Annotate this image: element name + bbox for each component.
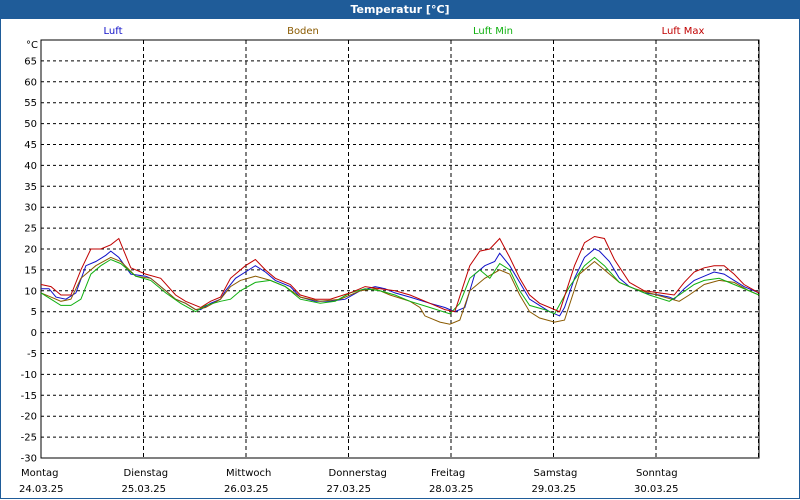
plot-area	[40, 39, 760, 459]
x-tick-weekday: Donnerstag	[329, 468, 387, 479]
y-tick-label: 55	[24, 98, 37, 109]
x-axis-ticks: Montag 24.03.25 Dienstag 25.03.25 Mittwoch 26…	[19, 468, 679, 495]
y-axis-ticks: 65605550454035302520151050-5-10-15-20-25…	[21, 56, 37, 464]
y-tick-label: 15	[24, 265, 37, 276]
x-tick-date: 24.03.25	[19, 484, 64, 495]
y-tick-label: 0	[31, 328, 37, 339]
legend-entry: Luft	[104, 26, 123, 37]
series-line-luft-max	[40, 235, 760, 313]
y-tick-label: 20	[24, 245, 37, 256]
y-tick-label: 5	[31, 307, 37, 318]
legend-entry: Luft Max	[662, 26, 705, 37]
y-tick-label: 40	[24, 161, 37, 172]
y-tick-label: 45	[24, 140, 37, 151]
series-lines	[40, 235, 760, 325]
chart-title: Temperatur [°C]	[350, 3, 450, 16]
x-tick-weekday: Samstag	[534, 468, 578, 479]
y-tick-label: 60	[24, 77, 37, 88]
y-tick-label: 35	[24, 182, 37, 193]
series-line-luft-min	[40, 256, 760, 315]
chart-title-bar: Temperatur [°C]	[0, 0, 800, 19]
y-tick-label: -25	[21, 433, 37, 444]
y-tick-label: 30	[24, 203, 37, 214]
x-tick-date: 30.03.25	[634, 484, 679, 495]
x-tick-weekday: Dienstag	[124, 468, 169, 479]
x-tick-date: 25.03.25	[122, 484, 167, 495]
x-tick-date: 29.03.25	[532, 484, 577, 495]
y-tick-label: 25	[24, 224, 37, 235]
x-tick-date: 27.03.25	[327, 484, 372, 495]
x-tick-weekday: Montag	[21, 468, 58, 479]
y-tick-label: 65	[24, 56, 37, 67]
legend: Luft Boden Luft Min Luft Max	[104, 26, 705, 37]
y-tick-label: 50	[24, 119, 37, 130]
legend-entry: Luft Min	[473, 26, 513, 37]
y-tick-label: 10	[24, 286, 37, 297]
y-tick-label: -5	[27, 349, 37, 360]
y-tick-label: -10	[21, 370, 37, 381]
y-axis-label: °C	[26, 40, 38, 51]
x-tick-weekday: Mittwoch	[226, 468, 271, 479]
x-tick-date: 26.03.25	[224, 484, 269, 495]
y-tick-label: -30	[21, 454, 37, 465]
x-tick-date: 28.03.25	[429, 484, 474, 495]
y-tick-label: -20	[21, 412, 37, 423]
legend-entry: Boden	[287, 26, 319, 37]
x-tick-weekday: Sonntag	[636, 468, 678, 479]
x-tick-weekday: Freitag	[431, 468, 465, 479]
y-tick-label: -15	[21, 391, 37, 402]
